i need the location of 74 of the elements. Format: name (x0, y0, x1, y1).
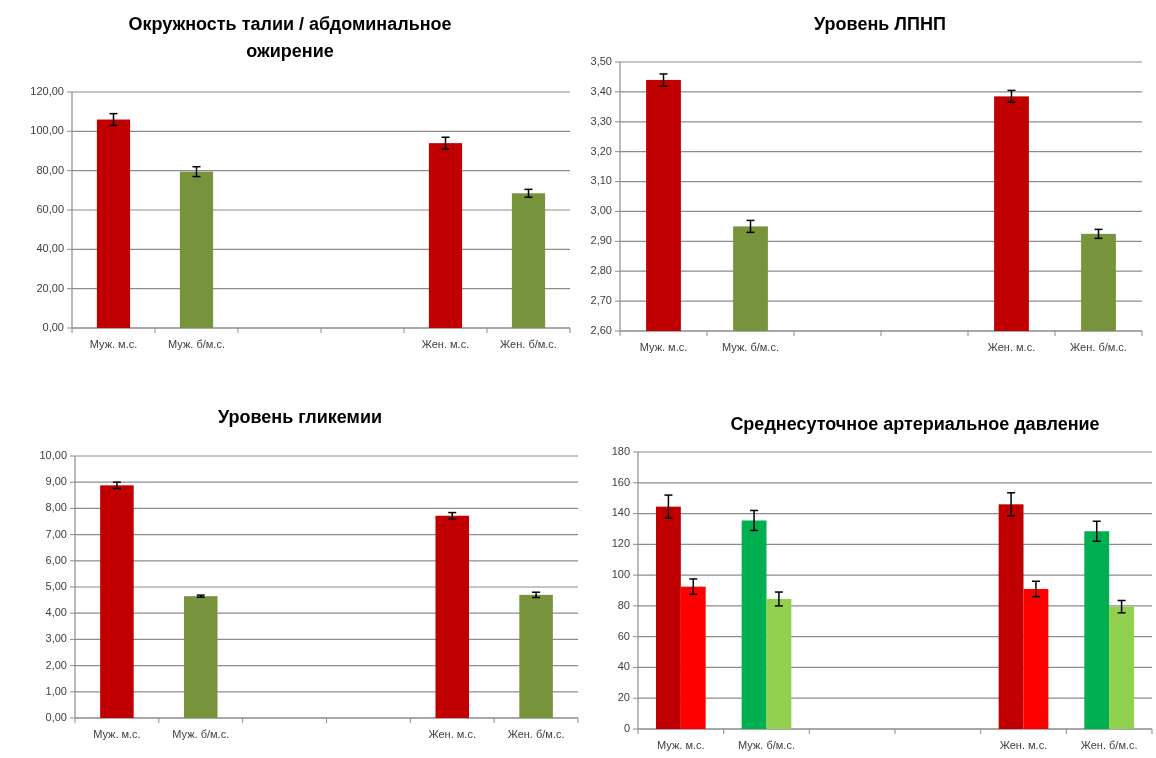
y-tick-label: 10,00 (39, 448, 67, 461)
bar (179, 171, 214, 328)
bar (1023, 588, 1049, 729)
y-tick-label: 0,00 (42, 320, 64, 333)
y-tick-label: 2,70 (590, 294, 612, 307)
y-tick-label: 5,00 (45, 579, 67, 592)
y-tick-label: 7,00 (45, 527, 67, 540)
y-tick-label: 180 (611, 444, 630, 457)
y-tick-label: 3,20 (590, 144, 612, 157)
y-tick-label: 0,00 (45, 710, 67, 723)
y-tick-label: 2,80 (590, 264, 612, 277)
y-tick-label: 3,40 (590, 84, 612, 97)
y-tick-label: 60,00 (36, 202, 64, 215)
chart-title: Окружность талии / абдоминальное ожирение (128, 13, 452, 61)
x-tick-label: Муж. м.с. (657, 739, 705, 751)
bar (100, 485, 134, 718)
x-tick-label: Муж. б/м.с. (172, 728, 230, 740)
bar (655, 506, 681, 729)
y-tick-label: 8,00 (45, 501, 67, 514)
x-tick-label: Жен. м.с. (421, 338, 470, 350)
x-tick-label: Муж. м.с. (639, 341, 688, 353)
y-tick-label: 3,00 (590, 204, 612, 217)
y-tick-label: 6,00 (45, 553, 67, 566)
x-tick-label: Жен. б/м.с. (1080, 739, 1138, 751)
y-tick-label: 3,00 (45, 632, 67, 645)
y-tick-label: 3,30 (590, 114, 612, 127)
bar (428, 143, 463, 328)
y-tick-label: 0 (623, 721, 630, 734)
y-tick-label: 1,00 (45, 684, 67, 697)
y-tick-label: 9,00 (45, 475, 67, 488)
chart-title: Уровень гликемии (217, 406, 383, 427)
y-tick-label: 40 (617, 660, 630, 673)
y-tick-label: 140 (611, 506, 630, 519)
bar (511, 193, 546, 328)
x-tick-label: Муж. б/м.с. (738, 739, 795, 751)
y-tick-label: 3,50 (590, 54, 612, 67)
bar (183, 596, 218, 718)
x-tick-label: Жен. м.с. (428, 728, 477, 740)
bar (435, 515, 470, 718)
x-tick-label: Муж. м.с. (93, 728, 141, 740)
bar (96, 119, 131, 328)
bar (1084, 531, 1110, 729)
y-tick-label: 100 (611, 568, 630, 581)
y-tick-label: 40,00 (36, 242, 64, 255)
y-tick-label: 2,90 (590, 234, 612, 247)
x-tick-label: Жен. б/м.с. (500, 338, 557, 350)
y-tick-label: 4,00 (45, 606, 67, 619)
x-tick-label: Жен. м.с. (987, 341, 1036, 353)
x-tick-label: Жен. м.с. (999, 739, 1048, 751)
y-tick-label: 80,00 (36, 163, 64, 176)
y-tick-label: 60 (617, 629, 630, 642)
bar (766, 598, 792, 729)
y-tick-label: 100,00 (30, 124, 64, 137)
x-tick-label: Жен. б/м.с. (1070, 341, 1127, 353)
x-tick-label: Муж. м.с. (89, 338, 138, 350)
y-tick-label: 120 (611, 537, 630, 550)
bar (1109, 606, 1135, 729)
x-tick-label: Жен. б/м.с. (507, 728, 565, 740)
x-tick-label: Муж. б/м.с. (722, 341, 779, 353)
y-tick-label: 160 (611, 475, 630, 488)
bar (680, 586, 706, 729)
y-tick-label: 20 (617, 691, 630, 704)
y-tick-label: 2,60 (590, 323, 612, 336)
bar (998, 504, 1024, 729)
chart-title: Среднесуточное артериальное давление (730, 413, 1100, 434)
x-tick-label: Муж. б/м.с. (168, 338, 225, 350)
y-tick-label: 20,00 (36, 281, 64, 294)
y-tick-label: 80 (617, 598, 630, 611)
y-tick-label: 3,10 (590, 174, 612, 187)
bar (519, 594, 553, 718)
bar (741, 520, 767, 729)
chart-title: Уровень ЛПНП (814, 13, 946, 34)
y-tick-label: 2,00 (45, 658, 67, 671)
y-tick-label: 120,00 (30, 84, 64, 97)
